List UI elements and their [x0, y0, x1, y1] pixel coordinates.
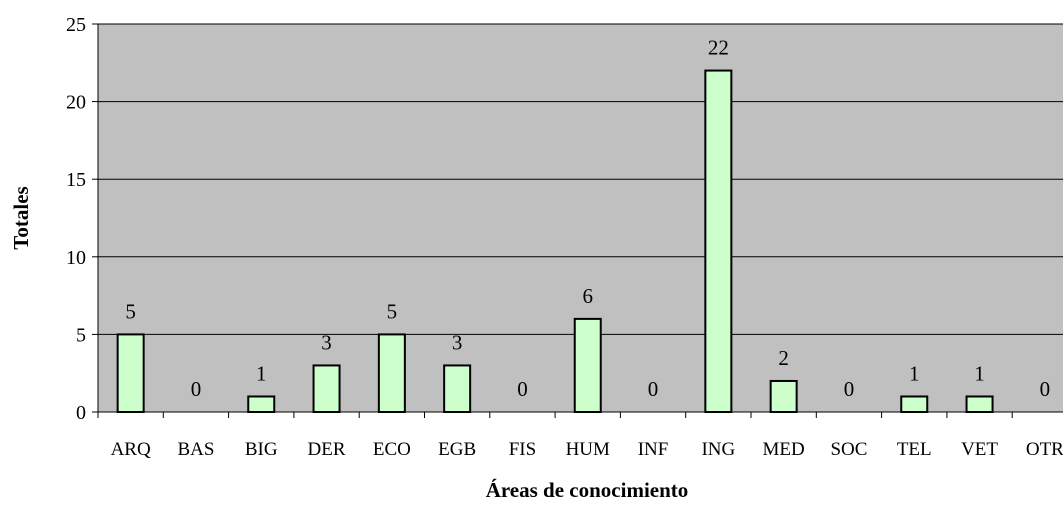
bars: [116, 69, 994, 414]
x-category-label: BAS: [177, 439, 214, 460]
bar-egb: [443, 364, 472, 414]
y-tick-label: 0: [76, 402, 86, 424]
axes: [92, 23, 1063, 418]
data-label: 0: [648, 377, 659, 401]
x-axis-title: Áreas de conocimiento: [486, 478, 689, 502]
y-tick-label: 10: [66, 247, 86, 269]
bar-eco: [377, 333, 406, 413]
x-category-label: INF: [638, 439, 669, 460]
data-label: 1: [974, 361, 985, 385]
bar-ing: [704, 69, 733, 413]
data-label: 0: [1040, 377, 1051, 401]
y-tick-label: 20: [66, 92, 86, 114]
data-label: 1: [256, 361, 267, 385]
bar-der: [312, 364, 341, 414]
bar-vet: [965, 395, 994, 414]
data-label: 6: [583, 284, 594, 308]
x-category-label: ECO: [373, 439, 411, 460]
data-label: 3: [321, 330, 332, 354]
x-category-label: TEL: [897, 439, 932, 460]
data-label: 0: [517, 377, 528, 401]
x-category-label: MED: [763, 439, 805, 460]
data-label: 5: [387, 299, 398, 323]
y-tick-label: 5: [76, 324, 86, 346]
x-category-label: FIS: [509, 439, 536, 460]
y-tick-labels: 0 5 10 15 20 25: [66, 14, 86, 424]
x-category-label: DER: [308, 439, 346, 460]
data-label: 22: [708, 36, 729, 60]
data-label: 5: [125, 299, 136, 323]
data-label: 2: [778, 346, 789, 370]
y-axis-title: Totales: [9, 186, 33, 249]
bar-tel: [900, 395, 929, 414]
x-category-label: OTR: [1026, 439, 1063, 460]
bar-hum: [573, 317, 602, 414]
bar-arq: [116, 333, 145, 413]
x-category-label: ING: [701, 439, 735, 460]
x-category-labels: ARQ BAS BIG DER ECO EGB FIS HUM INF ING MED SOC TEL V…: [111, 439, 1063, 460]
x-category-label: HUM: [566, 439, 610, 460]
bar-med: [769, 379, 798, 413]
x-category-label: SOC: [830, 439, 867, 460]
x-category-label: ARQ: [111, 439, 151, 460]
y-tick-label: 15: [66, 169, 86, 191]
data-label: 1: [909, 361, 920, 385]
y-tick-label: 25: [66, 14, 86, 36]
data-label: 0: [191, 377, 202, 401]
gridlines: [98, 23, 1063, 335]
data-label: 3: [452, 330, 463, 354]
bar-big: [247, 395, 276, 414]
data-label: 0: [844, 377, 855, 401]
x-category-label: BIG: [245, 439, 278, 460]
x-category-label: VET: [961, 439, 998, 460]
x-category-label: EGB: [438, 439, 476, 460]
